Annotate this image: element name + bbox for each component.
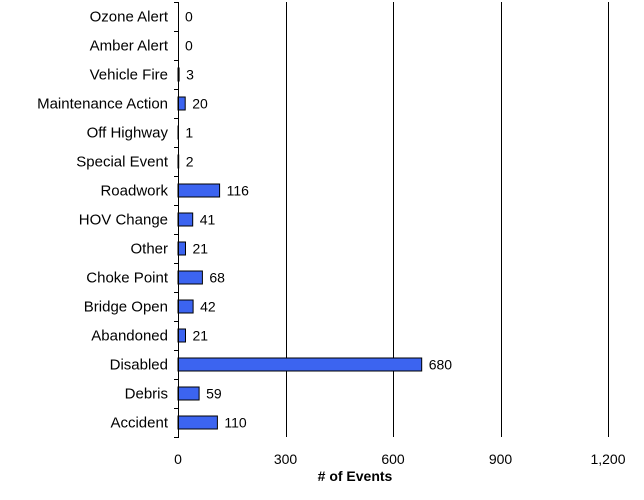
data-label: 21 (193, 241, 209, 257)
bar (178, 387, 199, 400)
x-tick-labels: 0 300 600 900 1,200 (174, 451, 626, 467)
data-label: 680 (429, 357, 453, 373)
category-label: Other (130, 241, 168, 258)
bar (178, 213, 193, 226)
category-label: Accident (110, 415, 168, 432)
x-tick-label: 0 (174, 451, 182, 467)
data-label: 0 (185, 38, 193, 54)
bar (178, 416, 217, 429)
category-label: Ozone Alert (90, 9, 169, 26)
category-label: Disabled (110, 357, 168, 374)
category-labels: Ozone Alert Amber Alert Vehicle Fire Mainte… (37, 9, 169, 432)
data-label: 1 (185, 125, 193, 141)
x-tick-label: 1,200 (590, 451, 625, 467)
category-label: Choke Point (86, 270, 169, 287)
x-tick-label: 600 (381, 451, 405, 467)
bar (178, 329, 186, 342)
data-label: 20 (192, 96, 208, 112)
category-label: Debris (125, 386, 168, 403)
category-label: HOV Change (79, 212, 168, 229)
bars (178, 68, 422, 429)
data-label: 2 (186, 154, 194, 170)
data-label: 21 (193, 328, 209, 344)
bar (178, 300, 193, 313)
x-axis-title: # of Events (318, 468, 393, 484)
bar (178, 271, 202, 284)
data-label: 116 (227, 183, 250, 199)
x-tick-label: 900 (489, 451, 513, 467)
category-label: Off Highway (87, 125, 169, 142)
data-label: 110 (224, 415, 247, 431)
bar (178, 242, 186, 255)
bar (178, 184, 220, 197)
category-label: Special Event (76, 154, 169, 171)
data-label: 41 (200, 212, 216, 228)
category-label: Bridge Open (84, 299, 168, 316)
x-tick-label: 300 (274, 451, 298, 467)
data-label: 42 (200, 299, 216, 315)
category-label: Maintenance Action (37, 96, 168, 113)
axes (174, 2, 179, 438)
bar (178, 358, 422, 371)
data-label: 0 (185, 9, 193, 25)
bar (178, 97, 185, 110)
category-label: Vehicle Fire (90, 67, 168, 84)
data-label: 3 (186, 67, 194, 83)
category-label: Amber Alert (90, 38, 169, 55)
category-label: Roadwork (100, 183, 168, 200)
category-label: Abandoned (91, 328, 168, 345)
data-label: 59 (206, 386, 222, 402)
data-label: 68 (209, 270, 225, 286)
